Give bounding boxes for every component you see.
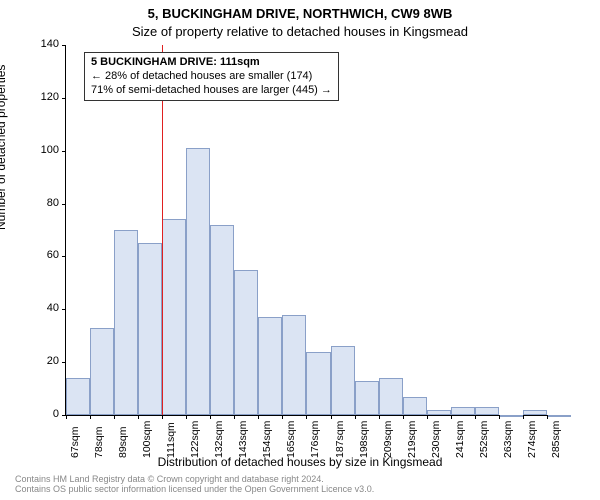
x-tick-label: 219sqm xyxy=(406,421,418,458)
x-tick-mark xyxy=(379,415,380,419)
anno-line3: 71% of semi-detached houses are larger (… xyxy=(91,84,332,96)
histogram-bar xyxy=(210,225,234,415)
x-tick-label: 187sqm xyxy=(334,421,346,458)
footer-line2: Contains OS public sector information li… xyxy=(15,484,374,494)
x-tick-mark xyxy=(355,415,356,419)
x-tick-mark xyxy=(499,415,500,419)
y-axis-label: Number of detached properties xyxy=(0,65,8,230)
histogram-bar xyxy=(475,407,499,415)
x-tick-mark xyxy=(523,415,524,419)
x-tick-label: 89sqm xyxy=(117,426,129,458)
x-tick-mark xyxy=(234,415,235,419)
histogram-bar xyxy=(331,346,355,415)
y-tick-mark xyxy=(62,98,66,99)
x-tick-label: 78sqm xyxy=(93,426,105,458)
y-tick-label: 20 xyxy=(19,355,59,367)
anno-line2: ← 28% of detached houses are smaller (17… xyxy=(91,70,312,82)
x-tick-label: 111sqm xyxy=(165,422,177,458)
x-tick-label: 100sqm xyxy=(141,421,153,458)
x-tick-mark xyxy=(90,415,91,419)
y-tick-mark xyxy=(62,309,66,310)
x-tick-mark xyxy=(427,415,428,419)
histogram-bar xyxy=(114,230,138,415)
histogram-bar xyxy=(523,410,547,415)
histogram-bar xyxy=(66,378,90,415)
x-tick-label: 263sqm xyxy=(502,421,514,458)
histogram-bar xyxy=(306,352,330,415)
x-tick-mark xyxy=(331,415,332,419)
x-tick-label: 198sqm xyxy=(358,421,370,458)
y-tick-mark xyxy=(62,204,66,205)
histogram-bar xyxy=(234,270,258,415)
y-tick-mark xyxy=(62,256,66,257)
y-tick-label: 0 xyxy=(19,408,59,420)
x-tick-mark xyxy=(282,415,283,419)
footer-line1: Contains HM Land Registry data © Crown c… xyxy=(15,474,324,484)
y-tick-label: 40 xyxy=(19,302,59,314)
histogram-bar xyxy=(403,397,427,416)
x-tick-mark xyxy=(306,415,307,419)
histogram-bar xyxy=(186,148,210,415)
y-tick-label: 120 xyxy=(19,91,59,103)
x-tick-mark xyxy=(451,415,452,419)
histogram-bar xyxy=(547,415,571,417)
x-tick-label: 209sqm xyxy=(382,421,394,458)
x-tick-mark xyxy=(210,415,211,419)
x-tick-label: 132sqm xyxy=(213,421,225,458)
histogram-bar xyxy=(162,219,186,415)
x-tick-label: 67sqm xyxy=(69,426,81,458)
x-tick-mark xyxy=(547,415,548,419)
x-tick-label: 143sqm xyxy=(237,421,249,458)
x-axis-label: Distribution of detached houses by size … xyxy=(0,455,600,469)
anno-line1: 5 BUCKINGHAM DRIVE: 111sqm xyxy=(91,56,260,68)
y-tick-label: 140 xyxy=(19,38,59,50)
x-tick-mark xyxy=(258,415,259,419)
histogram-bar xyxy=(90,328,114,415)
x-tick-mark xyxy=(66,415,67,419)
x-tick-mark xyxy=(138,415,139,419)
x-tick-label: 122sqm xyxy=(189,421,201,458)
x-tick-label: 252sqm xyxy=(478,421,490,458)
y-tick-mark xyxy=(62,45,66,46)
y-tick-mark xyxy=(62,362,66,363)
histogram-bar xyxy=(451,407,475,415)
x-tick-label: 165sqm xyxy=(285,421,297,458)
x-tick-mark xyxy=(475,415,476,419)
x-tick-mark xyxy=(162,415,163,419)
attribution-footer: Contains HM Land Registry data © Crown c… xyxy=(15,475,374,495)
y-tick-label: 60 xyxy=(19,249,59,261)
x-tick-label: 274sqm xyxy=(526,421,538,458)
x-tick-mark xyxy=(114,415,115,419)
x-tick-label: 230sqm xyxy=(430,421,442,458)
x-tick-mark xyxy=(403,415,404,419)
y-tick-label: 100 xyxy=(19,144,59,156)
y-tick-label: 80 xyxy=(19,197,59,209)
histogram-bar xyxy=(355,381,379,415)
chart-title-subtitle: Size of property relative to detached ho… xyxy=(0,24,600,39)
histogram-bar xyxy=(282,315,306,415)
histogram-bar xyxy=(427,410,451,415)
histogram-bar xyxy=(499,415,523,417)
x-tick-mark xyxy=(186,415,187,419)
histogram-bar xyxy=(379,378,403,415)
histogram-bar xyxy=(258,317,282,415)
histogram-bar xyxy=(138,243,162,415)
y-tick-mark xyxy=(62,151,66,152)
chart-title-address: 5, BUCKINGHAM DRIVE, NORTHWICH, CW9 8WB xyxy=(0,6,600,21)
x-tick-label: 176sqm xyxy=(309,421,321,458)
annotation-box: 5 BUCKINGHAM DRIVE: 111sqm ← 28% of detac… xyxy=(84,52,339,101)
plot-area: 67sqm78sqm89sqm100sqm111sqm122sqm132sqm1… xyxy=(65,45,571,416)
x-tick-label: 154sqm xyxy=(261,421,273,458)
x-tick-label: 285sqm xyxy=(550,421,562,458)
x-tick-label: 241sqm xyxy=(454,421,466,458)
